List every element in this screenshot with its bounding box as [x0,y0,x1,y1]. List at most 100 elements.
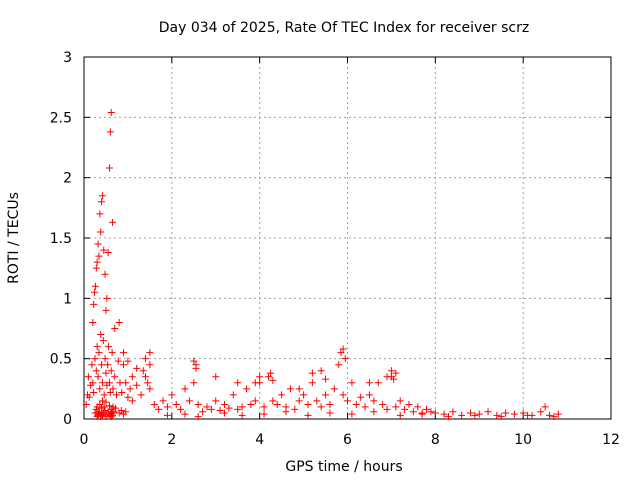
data-point [383,405,391,413]
data-point [242,385,250,393]
data-point [308,379,316,387]
data-point [137,391,145,399]
data-point [107,367,115,375]
data-point [124,393,132,401]
data-point [339,345,347,353]
data-point [409,408,417,416]
data-point [304,401,312,409]
chart-title: Day 034 of 2025, Rate Of TEC Index for r… [159,20,529,36]
data-point [291,405,299,413]
data-point [392,403,400,411]
data-point [128,397,136,405]
data-point [107,413,115,421]
data-point [449,408,457,416]
data-point [120,361,128,369]
data-point [98,379,106,387]
data-point [112,391,120,399]
data-point [308,369,316,377]
data-point [84,373,92,381]
data-point [141,373,149,381]
x-tick-label: 8 [431,432,440,448]
x-tick-label: 2 [167,432,176,448]
data-point [396,397,404,405]
axis-ticks: 0 2 4 6 8 10 12 0 0.5 1 1.5 2 2.5 3 [50,50,620,448]
data-point [335,361,343,369]
data-point [105,402,113,410]
data-point [229,391,237,399]
data-point [251,379,259,387]
data-point [190,379,198,387]
data-point [185,397,193,405]
data-point [177,405,185,413]
y-axis-label: ROTI / TECUs [6,192,22,284]
data-point [221,409,229,417]
data-point [105,379,113,387]
data-point [122,408,130,416]
data-point [100,403,108,411]
data-point [471,411,479,419]
data-point [365,391,373,399]
data-point [199,408,207,416]
data-point [295,397,303,405]
data-point [172,401,180,409]
data-point [109,218,117,226]
data-point [95,252,103,260]
y-tick-label: 1 [63,291,72,307]
data-point [105,164,113,172]
data-point [94,373,102,381]
data-point [97,228,105,236]
data-point [390,375,398,383]
data-points [82,109,562,421]
data-point [322,391,330,399]
data-point [110,408,118,416]
data-point [102,306,110,314]
data-point [146,361,154,369]
data-point [181,385,189,393]
data-point [106,128,114,136]
data-point [96,210,104,218]
data-point [550,413,558,421]
data-point [98,198,106,206]
data-point [493,411,501,419]
data-point [108,349,116,357]
data-point [102,369,110,377]
data-point [357,393,365,401]
data-point [118,388,126,396]
data-point [133,381,141,389]
data-point [100,246,108,254]
data-point [146,385,154,393]
data-point [104,361,112,369]
data-point [212,373,220,381]
data-point [212,397,220,405]
data-point [109,385,117,393]
data-point [163,403,171,411]
data-point [300,391,308,399]
data-point [234,405,242,413]
data-point [163,411,171,419]
data-point [269,376,277,384]
data-point [466,409,474,417]
data-point [510,410,518,418]
data-point [94,240,102,248]
data-point [104,248,112,256]
data-point [546,411,554,419]
x-tick-label: 4 [255,432,264,448]
data-point [341,355,349,363]
data-point [326,409,334,417]
data-point [238,403,246,411]
data-point [190,357,198,365]
data-point [126,385,134,393]
data-point [352,401,360,409]
data-point [317,403,325,411]
data-point [282,408,290,416]
data-point [374,379,382,387]
data-point [120,349,128,357]
data-point [194,401,202,409]
data-point [269,397,277,405]
data-point [97,331,105,339]
data-point [267,369,275,377]
data-point [313,397,321,405]
data-point [117,407,125,415]
y-tick-label: 3 [63,50,72,66]
